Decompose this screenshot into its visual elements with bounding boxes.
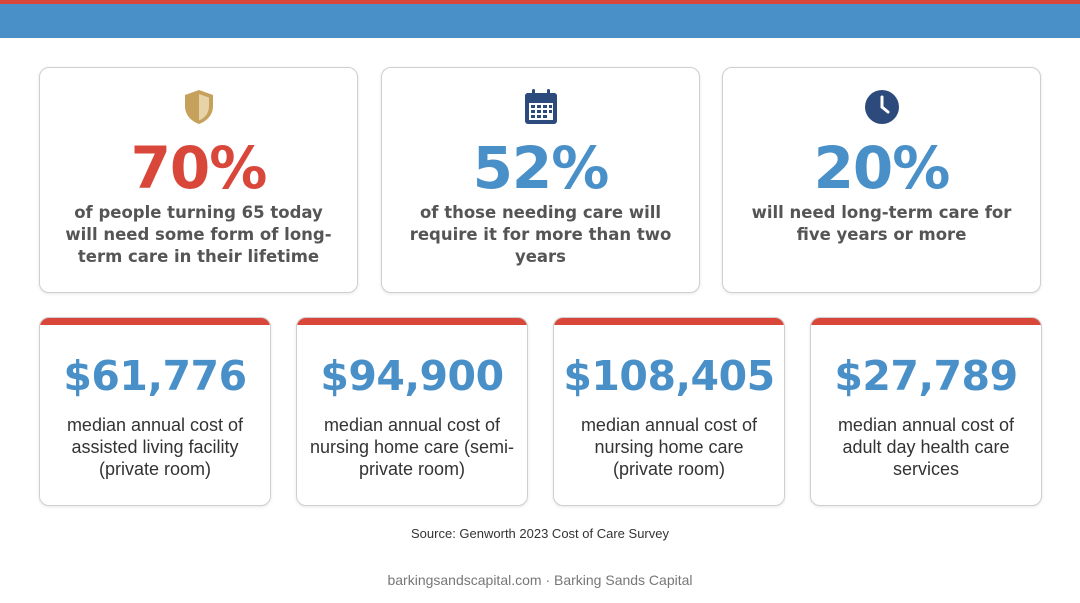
stat-card-long-term-care: 70% of people turning 65 today will need… xyxy=(39,67,358,293)
header-red-line xyxy=(0,0,1080,4)
source-citation: Source: Genworth 2023 Cost of Care Surve… xyxy=(411,526,669,541)
card-accent-bar xyxy=(811,318,1041,325)
cost-value: $61,776 xyxy=(63,352,247,400)
cost-description: median annual cost of nursing home care … xyxy=(309,415,515,479)
card-accent-bar xyxy=(554,318,784,325)
cost-card-nursing-private: $108,405 median annual cost of nursing h… xyxy=(553,317,785,506)
card-accent-bar xyxy=(297,318,527,325)
stat-card-duration: 52% of those needing care will require i… xyxy=(381,67,700,293)
cost-value: $108,405 xyxy=(563,352,775,400)
calendar-icon xyxy=(524,89,557,124)
cost-description: median annual cost of assisted living fa… xyxy=(66,415,244,479)
cost-card-assisted-living: $61,776 median annual cost of assisted l… xyxy=(39,317,271,506)
stat-card-five-years: 20% will need long-term care for five ye… xyxy=(722,67,1041,293)
card-accent-bar xyxy=(40,318,270,325)
stat-value: 70% xyxy=(130,134,268,202)
stat-value: 20% xyxy=(813,134,951,202)
stat-value: 52% xyxy=(472,134,610,202)
cost-card-adult-day-care: $27,789 median annual cost of adult day … xyxy=(810,317,1042,506)
stat-description: will need long-term care for five years … xyxy=(751,203,1012,244)
cost-card-nursing-semi-private: $94,900 median annual cost of nursing ho… xyxy=(296,317,528,506)
shield-icon xyxy=(184,90,213,124)
clock-icon xyxy=(864,90,899,124)
stat-description: of people turning 65 today will need som… xyxy=(65,203,332,266)
footer-credit: barkingsandscapital.com · Barking Sands … xyxy=(387,572,693,588)
cost-description: median annual cost of adult day health c… xyxy=(837,415,1015,479)
cost-description: median annual cost of nursing home care … xyxy=(580,415,758,479)
header-band xyxy=(0,0,1080,38)
cost-value: $94,900 xyxy=(320,352,504,400)
stat-description: of those needing care will require it fo… xyxy=(409,203,672,266)
cost-value: $27,789 xyxy=(834,352,1018,400)
